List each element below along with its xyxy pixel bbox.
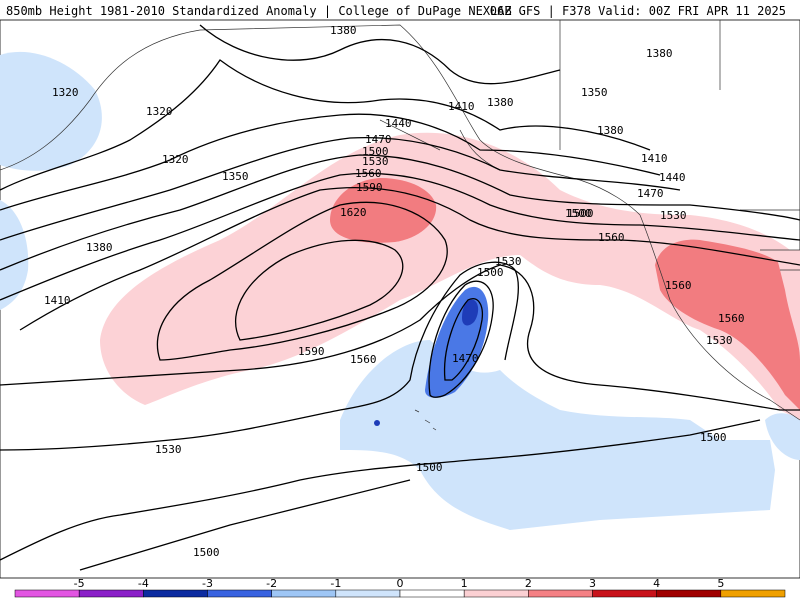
contour-label: 1560: [718, 312, 745, 325]
contour-label: 1590: [298, 345, 325, 358]
contour-label: 1470: [637, 187, 664, 200]
contour-label: 1380: [646, 47, 673, 60]
contour-label: 1500: [362, 145, 389, 158]
contour-label: 1380: [86, 241, 113, 254]
contour-label: 1380: [330, 24, 357, 37]
colorbar-tick-label: 0: [397, 577, 404, 590]
negative-anomaly-northwest: [0, 51, 102, 171]
contour-label: 1470: [452, 352, 479, 365]
colorbar-segment: [335, 589, 401, 598]
colorbar-tick-label: 5: [717, 577, 724, 590]
positive-anomaly-core-west-us: [655, 239, 800, 410]
contour-label: 1320: [162, 153, 189, 166]
contour-label: 1440: [659, 171, 686, 184]
negative-anomaly-west-light: [0, 200, 29, 310]
colorbar-segment: [720, 589, 786, 598]
contour-label: 1560: [598, 231, 625, 244]
colorbar-tick-label: -2: [266, 577, 277, 590]
colorbar-segment: [271, 589, 337, 598]
colorbar-tick-label: 3: [589, 577, 596, 590]
colorbar-tick-label: -1: [330, 577, 341, 590]
negative-anomaly-trough-core: [462, 299, 479, 326]
contour-label: 1560: [355, 167, 382, 180]
contour-label: 1470: [365, 133, 392, 146]
contour-label: 1500: [477, 266, 504, 279]
contour-label: 1590: [356, 181, 383, 194]
colorbar-tick-label: -5: [74, 577, 85, 590]
colorbar-segment: [528, 589, 593, 598]
contour-label: 1350: [222, 170, 249, 183]
colorbar-segment: [14, 589, 80, 598]
contour-label: 1500: [565, 207, 592, 220]
colorbar-segment: [143, 589, 208, 598]
contour-label: 1500: [193, 546, 220, 559]
contour-labels: 1380 1380 1320 1320 1320 1350 1380 1410 …: [44, 24, 745, 559]
colorbar-segment: [78, 589, 144, 598]
contour-label: 1440: [385, 117, 412, 130]
map-title: 850mb Height 1981-2010 Standardized Anom…: [6, 4, 512, 18]
model-run-info: 06Z GFS | F378 Valid: 00Z FRI APR 11 202…: [489, 4, 786, 18]
contour-label: 1560: [665, 279, 692, 292]
contour-label: 1530: [495, 255, 522, 268]
colorbar-segment: [463, 589, 529, 598]
negative-anomaly-socal: [765, 413, 800, 460]
contour-label: 1350: [581, 86, 608, 99]
contour-label: 1530: [362, 155, 389, 168]
contour-label: 1380: [597, 124, 624, 137]
contour-label: 1500: [567, 207, 594, 220]
colorbar-segment: [592, 589, 657, 598]
negative-anomaly-dot: [374, 420, 380, 426]
colorbar-segment: [207, 589, 272, 598]
contour-label: 1560: [350, 353, 377, 366]
contour-label: 1410: [641, 152, 668, 165]
colorbar-tick-label: -3: [202, 577, 213, 590]
colorbar-segment: [399, 589, 465, 598]
contour-label: 1500: [416, 461, 443, 474]
colorbar-tick-label: 2: [525, 577, 532, 590]
colorbar-segment: [656, 589, 722, 598]
contour-label: 1410: [44, 294, 71, 307]
contour-label: 1320: [146, 105, 173, 118]
contour-label: 1320: [52, 86, 79, 99]
contour-label: 1380: [487, 96, 514, 109]
colorbar-tick-label: 1: [461, 577, 468, 590]
height-contours: [0, 24, 800, 571]
contour-label: 1620: [340, 206, 367, 219]
colorbar-tick-label: 4: [653, 577, 660, 590]
positive-anomaly-light: [100, 132, 800, 421]
contour-label: 1530: [660, 209, 687, 222]
anomaly-shading: [0, 51, 800, 530]
anomaly-colorbar: -5 -4 -3 -2 -1 0 1 2 3 4 5: [14, 577, 786, 598]
contour-label: 1410: [448, 100, 475, 113]
colorbar-tick-label: -4: [138, 577, 149, 590]
contour-label: 1500: [700, 431, 727, 444]
contour-label: 1530: [706, 334, 733, 347]
contour-label: 1530: [155, 443, 182, 456]
